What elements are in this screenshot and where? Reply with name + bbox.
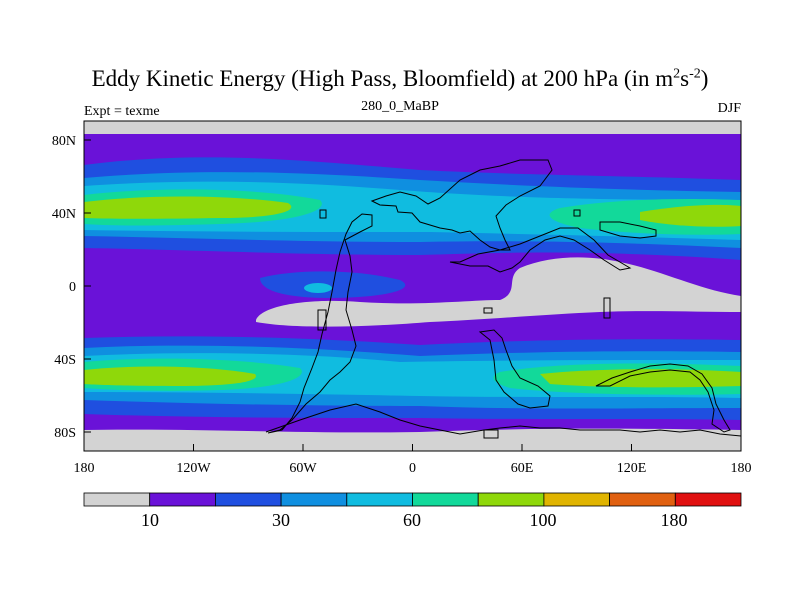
colorbar-label: 100 xyxy=(530,510,557,530)
island-outline xyxy=(319,209,327,219)
x-tick-label: 60E xyxy=(511,461,534,476)
x-tick-labels: 180 120W 60W 0 60E 120E 180 xyxy=(74,461,752,476)
colorbar-label: 60 xyxy=(403,510,421,530)
level-80-100-north-a xyxy=(84,196,292,219)
continent-antarctica xyxy=(265,403,741,437)
level-80-100-south-b xyxy=(540,369,741,388)
level-below-10-tropics xyxy=(256,257,741,327)
island-outline xyxy=(317,309,327,331)
y-tick-label: 80S xyxy=(54,426,76,441)
colorbar-swatch xyxy=(83,492,151,507)
y-tick-label: 40N xyxy=(52,207,76,222)
y-tick-label: 0 xyxy=(69,280,76,295)
colorbar-swatch xyxy=(280,492,348,507)
chart-title: Eddy Kinetic Energy (High Pass, Bloomfie… xyxy=(91,66,709,91)
level-20-30-tropics xyxy=(260,271,406,298)
colorbar-swatch xyxy=(149,492,216,507)
continent-south-land xyxy=(595,363,731,433)
continent-asia-east xyxy=(599,221,657,239)
continent-north-america xyxy=(370,159,553,251)
chart-subtitle: 280_0_MaBP xyxy=(361,99,439,114)
continent-africa xyxy=(449,227,632,273)
colorbar-label: 10 xyxy=(141,510,159,530)
island-outline xyxy=(483,307,493,314)
colorbar-label: 30 xyxy=(272,510,290,530)
colorbar-swatch xyxy=(543,492,611,507)
x-tick-label: 180 xyxy=(74,461,95,476)
x-tick-label: 180 xyxy=(731,461,752,476)
x-tick-label: 0 xyxy=(409,461,416,476)
level-below-10-south-pole xyxy=(84,428,741,451)
heatmap-field xyxy=(84,121,741,451)
y-tick-label: 40S xyxy=(54,353,76,368)
colorbar-swatch xyxy=(214,492,282,507)
island-outline xyxy=(603,297,611,319)
level-80-100-north-b xyxy=(640,204,741,227)
y-tick-labels: 80N 40N 0 40S 80S xyxy=(52,134,76,441)
colorbar-swatch xyxy=(412,492,479,507)
x-tick-label: 60W xyxy=(289,461,317,476)
island-outline xyxy=(483,429,499,439)
level-80-100-south-a xyxy=(84,366,256,386)
level-10-20-patch xyxy=(304,283,332,293)
colorbar-label: 180 xyxy=(661,510,688,530)
colorbar-swatch xyxy=(477,492,545,507)
x-tick-label: 120E xyxy=(617,461,647,476)
continent-south-america xyxy=(267,213,373,434)
axis-ticks xyxy=(83,139,742,451)
colorbar-swatch xyxy=(609,492,676,507)
y-tick-label: 80N xyxy=(52,134,76,149)
continent-outlines xyxy=(265,159,741,439)
x-tick-label: 120W xyxy=(176,461,211,476)
colorbar-swatch xyxy=(674,492,742,507)
experiment-label: Expt = texme xyxy=(84,104,160,119)
continent-australia xyxy=(478,329,551,409)
season-label: DJF xyxy=(717,101,741,116)
colorbar xyxy=(83,492,742,507)
colorbar-swatch xyxy=(346,492,413,507)
island-outline xyxy=(573,209,581,217)
colorbar-labels: 10 30 60 100 180 xyxy=(141,510,688,530)
